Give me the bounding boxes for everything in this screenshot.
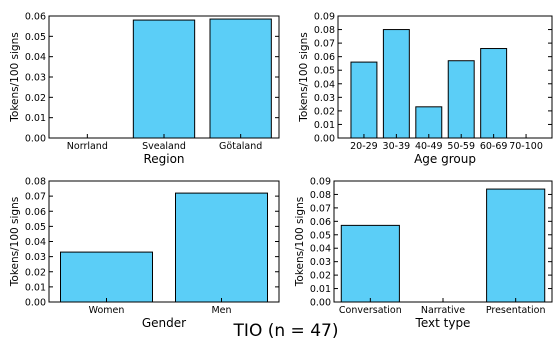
chart-panel-1: 0.00 0.01 0.02 0.03 0.04 0.05 0.06 0.07 0.08 0.09… [298,12,553,166]
xtick-label-0-2: Götaland [219,141,262,152]
ytick-label-3-2: 0.02 [310,271,331,282]
ytick-label-2-4: 0.04 [25,237,46,248]
xtick-label-0-0: Norrland [67,141,108,152]
ytick-label-0-6: 0.06 [25,12,46,23]
ytick-label-0-5: 0.05 [25,32,46,43]
xtick-label-1-2: 40-49 [415,141,443,152]
ytick-label-0-4: 0.04 [25,52,46,63]
xaxis-label-2: Gender [142,316,186,330]
bar-2-1 [175,192,268,303]
ytick-label-2-3: 0.03 [25,252,46,263]
xtick-label-2-1: Men [211,305,231,316]
bar-1-3 [447,60,475,139]
chart-panel-3: 0.00 0.01 0.02 0.03 0.04 0.05 0.06 0.07 0.08 0.09… [294,177,553,330]
xaxis-label-3: Text type [415,316,471,330]
bar-1-0 [350,61,378,139]
yaxis-label-0: Tokens/100 signs [9,32,21,122]
ytick-label-3-4: 0.04 [310,244,331,255]
ytick-label-3-3: 0.03 [310,257,331,268]
bar-3-0 [340,224,400,303]
ytick-label-1-7: 0.07 [314,39,335,50]
ytick-label-2-2: 0.02 [25,267,46,278]
ytick-label-1-8: 0.08 [314,25,335,36]
ytick-label-1-1: 0.01 [314,120,335,131]
ytick-label-1-5: 0.05 [314,66,335,77]
axes-frame-1 [337,15,553,139]
ytick-label-0-0: 0.00 [25,134,46,145]
ytick-label-2-8: 0.08 [25,177,46,188]
ytick-label-3-9: 0.09 [310,177,331,188]
chart-panel-2: 0.00 0.01 0.02 0.03 0.04 0.05 0.06 0.07 0.08 Wome… [9,177,280,330]
bar-1-1 [382,29,410,139]
chart-panels: 0.00 0.01 0.02 0.03 0.04 0.05 0.06 Norrland Svea… [9,12,553,330]
ytick-label-3-8: 0.08 [310,190,331,201]
xaxis-label-1: Age group [414,152,476,166]
xtick-label-1-4: 60-69 [480,141,508,152]
bar-0-1 [132,19,196,139]
bar-1-2 [415,106,443,139]
ytick-label-3-6: 0.06 [310,217,331,228]
yaxis-label-1: Tokens/100 signs [298,32,310,122]
figure-suptitle: TIO (n = 47) [233,321,339,338]
ytick-label-0-2: 0.02 [25,93,46,104]
ytick-label-1-6: 0.06 [314,52,335,63]
xtick-label-1-3: 50-59 [447,141,475,152]
bar-0-2 [209,18,272,139]
ytick-label-0-1: 0.01 [25,113,46,124]
xtick-label-1-5: 70-100 [509,141,543,152]
xtick-label-1-0: 20-29 [350,141,378,152]
ytick-label-2-7: 0.07 [25,192,46,203]
ytick-label-3-0: 0.00 [310,298,331,309]
xtick-label-3-2: Presentation [486,305,546,316]
ytick-label-0-3: 0.03 [25,73,46,84]
ytick-label-1-2: 0.02 [314,106,335,117]
ytick-label-2-1: 0.01 [25,282,46,293]
xtick-label-2-0: Women [89,305,125,316]
ytick-label-2-0: 0.00 [25,298,46,309]
xtick-label-1-1: 30-39 [383,141,411,152]
xtick-label-3-0: Conversation [339,305,402,316]
ytick-label-3-5: 0.05 [310,230,331,241]
ytick-label-1-9: 0.09 [314,12,335,23]
ytick-label-1-4: 0.04 [314,79,335,90]
ytick-label-2-6: 0.06 [25,207,46,218]
xtick-label-0-1: Svealand [142,141,186,152]
bar-1-4 [480,48,508,139]
ytick-label-1-0: 0.00 [314,134,335,145]
xaxis-label-0: Region [143,152,184,166]
ytick-label-3-1: 0.01 [310,284,331,295]
xtick-label-3-1: Narrative [421,305,465,316]
bar-2-0 [60,251,153,303]
yaxis-label-2: Tokens/100 signs [9,197,21,287]
ytick-label-2-5: 0.05 [25,222,46,233]
yaxis-label-3: Tokens/100 signs [294,197,306,287]
chart-panel-0: 0.00 0.01 0.02 0.03 0.04 0.05 0.06 Norrland Svea… [9,12,280,166]
ytick-label-3-7: 0.07 [310,203,331,214]
bar-3-2 [486,188,546,303]
ytick-label-1-3: 0.03 [314,93,335,104]
